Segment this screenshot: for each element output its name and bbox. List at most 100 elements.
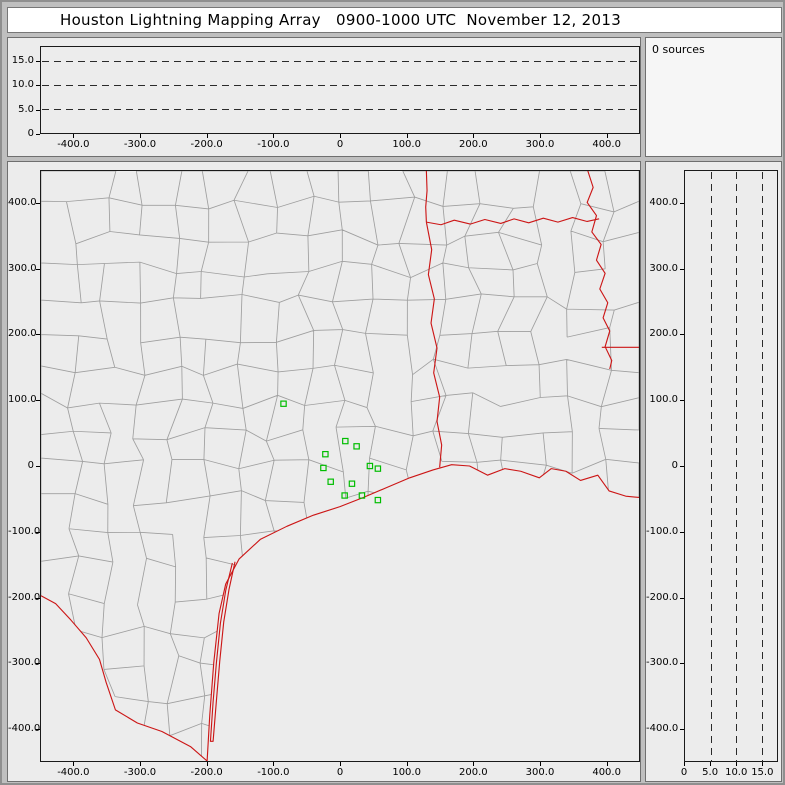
y-tick-label: 5.0	[18, 103, 34, 115]
altitude-gridline	[42, 109, 640, 111]
x-tick-label: -300.0	[123, 139, 157, 150]
plan-view-plot[interactable]	[40, 170, 640, 762]
tick-mark	[406, 134, 408, 138]
tick-mark	[36, 60, 40, 62]
tick-mark	[36, 531, 40, 533]
x-tick-label: 100.0	[392, 767, 421, 778]
altitude-gridline	[42, 61, 640, 63]
x-tick-label: 400.0	[592, 767, 621, 778]
altitude-ew-plot[interactable]	[40, 46, 640, 134]
tick-mark	[36, 202, 40, 204]
x-tick-label: -200.0	[190, 767, 223, 778]
tick-mark	[36, 268, 40, 270]
tick-mark	[684, 762, 685, 766]
tick-mark	[140, 762, 141, 766]
tick-mark	[680, 268, 684, 270]
tick-mark	[680, 729, 684, 731]
y-tick-label: 100.0	[8, 394, 37, 406]
tick-mark	[473, 134, 475, 138]
y-tick-label: 400.0	[8, 196, 37, 208]
y-tick-label: 10.0	[11, 79, 34, 91]
tick-mark	[710, 762, 712, 766]
altitude-gridline	[736, 172, 738, 762]
x-tick-label: 100.0	[392, 139, 421, 150]
tick-mark	[680, 400, 684, 402]
tick-mark	[406, 762, 408, 766]
tick-mark	[680, 597, 684, 599]
tick-mark	[36, 597, 40, 599]
tick-mark	[762, 762, 764, 766]
altitude-ns-panel: 0 5.0 10.0 15.0 -400.0 -300.0 -200.0 -100.0 0 100…	[645, 161, 782, 782]
tick-mark	[36, 109, 40, 111]
x-tick-label: 15.0	[751, 767, 774, 778]
tick-mark	[680, 334, 684, 336]
x-tick-label: -300.0	[123, 767, 157, 778]
x-tick-label: -400.0	[57, 767, 90, 778]
y-tick-label: -200.0	[8, 591, 41, 603]
tick-mark	[680, 202, 684, 204]
tick-mark	[36, 85, 40, 87]
tick-mark	[36, 400, 40, 402]
y-tick-label: 300.0	[8, 262, 37, 274]
tick-mark	[680, 531, 684, 533]
tick-mark	[540, 134, 541, 138]
y-tick-label: 15.0	[11, 54, 34, 66]
tick-mark	[73, 134, 75, 138]
tick-mark	[206, 134, 208, 138]
tick-mark	[36, 134, 40, 135]
plan-view-panel: -400.0 -300.0 -200.0 -100.0 0 100.0 200.0 300.0…	[7, 161, 641, 782]
x-tick-label: 0	[336, 767, 344, 778]
altitude-ew-panel: -400.0 -300.0 -200.0 -100.0 0 100.0 200.0 300.0…	[7, 37, 641, 157]
x-tick-label: 300.0	[525, 767, 555, 778]
y-tick-label: 0	[27, 460, 34, 471]
tick-mark	[606, 134, 608, 138]
tick-mark	[273, 134, 275, 138]
texas-gulf-map	[41, 171, 639, 761]
y-tick-label: 400.0	[649, 196, 678, 208]
tick-mark	[273, 762, 275, 766]
y-tick-label: -400.0	[646, 723, 679, 735]
tick-mark	[36, 663, 40, 665]
sources-count-label: 0 sources	[652, 43, 705, 56]
tick-mark	[540, 762, 541, 766]
tick-mark	[473, 762, 475, 766]
y-tick-label: 0	[671, 460, 678, 471]
tick-mark	[206, 762, 208, 766]
tick-mark	[340, 762, 341, 766]
tick-mark	[736, 762, 738, 766]
y-tick-label: -200.0	[646, 591, 679, 603]
tick-mark	[340, 134, 341, 138]
altitude-gridline	[710, 172, 712, 762]
x-tick-label: 5.0	[702, 767, 719, 778]
y-tick-label: 200.0	[649, 328, 678, 340]
page-title: Houston Lightning Mapping Array 0900-100…	[7, 7, 782, 33]
y-tick-label: -300.0	[8, 657, 41, 669]
altitude-ns-plot[interactable]	[684, 170, 778, 762]
x-tick-label: 0	[680, 767, 688, 778]
y-tick-label: -100.0	[646, 525, 679, 537]
x-tick-label: 300.0	[525, 139, 555, 150]
tick-mark	[680, 466, 684, 467]
altitude-gridline	[42, 85, 640, 87]
y-tick-label: 100.0	[649, 394, 678, 406]
tick-mark	[606, 762, 608, 766]
x-tick-label: 200.0	[459, 767, 488, 778]
x-tick-label: -200.0	[190, 139, 223, 150]
x-tick-label: 200.0	[459, 139, 488, 150]
x-tick-label: 400.0	[592, 139, 621, 150]
sources-panel: 0 sources	[645, 37, 782, 157]
y-tick-label: 200.0	[8, 328, 37, 340]
tick-mark	[36, 466, 40, 467]
altitude-gridline	[761, 172, 763, 762]
y-tick-label: -100.0	[8, 525, 41, 537]
tick-mark	[36, 334, 40, 336]
x-tick-label: 0	[336, 139, 344, 150]
x-tick-label: -400.0	[57, 139, 90, 150]
tick-mark	[140, 134, 141, 138]
tick-mark	[73, 762, 75, 766]
x-tick-label: 10.0	[725, 767, 748, 778]
y-tick-label: -300.0	[646, 657, 679, 669]
tick-mark	[36, 729, 40, 731]
y-tick-label: 0	[27, 128, 34, 139]
